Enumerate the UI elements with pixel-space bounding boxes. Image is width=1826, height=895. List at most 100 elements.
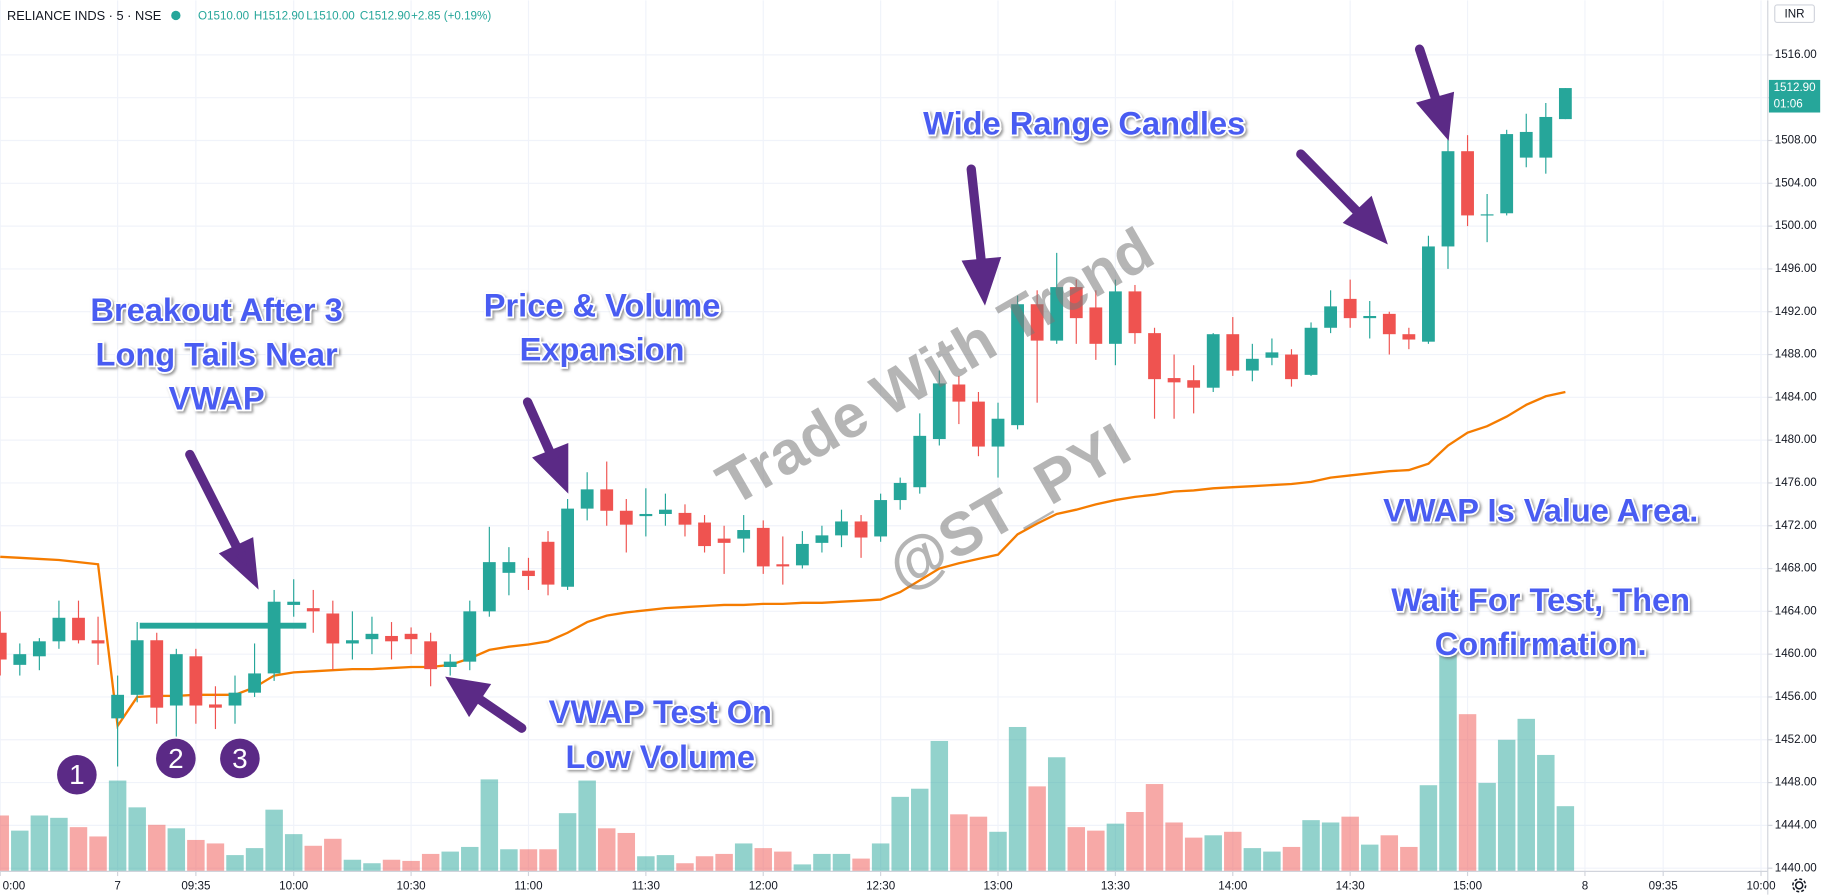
candle-body [1187, 380, 1201, 388]
y-tick-label: 1440.00 [1775, 861, 1818, 874]
candle-body [502, 562, 516, 573]
marker-label: 3 [232, 743, 248, 774]
volume-bar [1184, 837, 1203, 872]
ohlc-value: L1510.00 [306, 10, 355, 23]
candle-body [1461, 151, 1474, 216]
y-tick-label: 1444.00 [1775, 818, 1818, 831]
candle-body [1441, 151, 1455, 247]
candle-body [659, 509, 672, 514]
candle-body [874, 500, 888, 537]
marker-label: 1 [69, 759, 85, 790]
volume-bar [89, 836, 107, 872]
last-price-box [1768, 79, 1821, 113]
ohlc-value: +2.85 (+0.19%) [411, 10, 491, 23]
markers: 1 2 3 [57, 738, 260, 795]
volume-bar [1321, 822, 1340, 872]
volume-bar [1165, 822, 1183, 872]
marker-circle [57, 754, 97, 795]
volume-bar [597, 828, 616, 872]
volume-bar [969, 816, 988, 872]
volume-bar [343, 859, 362, 872]
annotation: Expansion [520, 331, 685, 368]
candle-body [1324, 306, 1338, 328]
x-tick-label: 14:00 [1218, 880, 1248, 893]
candle-body [32, 641, 46, 657]
y-tick-label: 1468.00 [1775, 562, 1818, 575]
volume-bar [1537, 754, 1555, 872]
volume-bar [421, 853, 440, 872]
candle-body [1108, 291, 1122, 344]
candle-body [150, 640, 164, 708]
candle-body [795, 543, 809, 566]
candle-body [756, 527, 770, 567]
candle-body [287, 601, 301, 605]
volume-bar [1243, 848, 1262, 872]
candle-body [1011, 304, 1024, 426]
x-tick-label: 15:00 [1453, 880, 1483, 893]
candle-body [639, 513, 653, 517]
volume-bar [793, 864, 812, 872]
x-tick-label: 7 [114, 880, 120, 893]
volume-bar [676, 863, 694, 872]
volume-bar [1126, 812, 1144, 872]
volume-bar [989, 831, 1007, 872]
x-tick-label: 12:00 [749, 880, 779, 893]
volume-bar [304, 845, 322, 872]
volume-bar [617, 832, 636, 872]
candle-body [1519, 131, 1533, 158]
annotation: Wait For Test, Then [1391, 581, 1690, 618]
candle-body [52, 617, 66, 642]
candle-body [209, 704, 222, 708]
candle-body [404, 633, 418, 640]
volume-bar [1497, 739, 1516, 872]
x-tick-label: 11:30 [632, 880, 661, 893]
settings-icon[interactable] [1792, 878, 1807, 893]
volume-bar [1556, 806, 1575, 872]
annotation: Price & Volume [484, 286, 721, 323]
x-tick-label: 10:00 [279, 880, 309, 893]
candle-body [678, 512, 692, 525]
annotation: VWAP Is Value Area. [1383, 491, 1698, 528]
volume-bar [1302, 820, 1320, 872]
candle-body [561, 508, 575, 587]
arrow [1414, 44, 1442, 108]
volume-bar [950, 814, 968, 872]
volume-bar [187, 839, 205, 872]
volume-bar [245, 848, 264, 872]
candle-body [1539, 116, 1553, 158]
arrow-head [445, 676, 492, 718]
candle-body [1402, 334, 1416, 340]
candle-body [600, 489, 614, 511]
volume-bar [50, 817, 68, 872]
y-tick-label: 1456.00 [1775, 690, 1818, 703]
volume-bar [1008, 726, 1027, 872]
volume-bar [1360, 844, 1379, 872]
volume-bar [1028, 786, 1046, 872]
volume-bar [578, 780, 596, 872]
candle-body [991, 418, 1005, 447]
arrow [522, 397, 557, 462]
volume-bar [930, 740, 949, 872]
arrow [185, 449, 244, 556]
y-tick-label: 1448.00 [1775, 776, 1818, 789]
volume-bar [167, 828, 186, 872]
candle-body [580, 489, 594, 509]
axes: 1440.00 1444.00 1448.00 1452.00 1456.00 1460.… [0, 48, 1821, 893]
volume-bar [715, 853, 733, 872]
volume-pane [0, 654, 1575, 872]
candle-body [1069, 287, 1083, 319]
volume-bar [754, 848, 772, 872]
y-tick-label: 1488.00 [1775, 348, 1818, 361]
volume-bar [284, 834, 303, 872]
ohlc-value: O1510.00 [198, 10, 250, 23]
volume-bar [441, 851, 459, 872]
candle-body [463, 611, 477, 662]
y-tick-label: 1516.00 [1775, 48, 1818, 61]
volume-bar [1341, 816, 1359, 872]
marker-label: 2 [168, 743, 184, 774]
volume-bar [911, 788, 929, 872]
candle-body [1030, 304, 1044, 341]
y-tick-label: 1472.00 [1775, 519, 1818, 532]
arrow-head [218, 537, 259, 590]
